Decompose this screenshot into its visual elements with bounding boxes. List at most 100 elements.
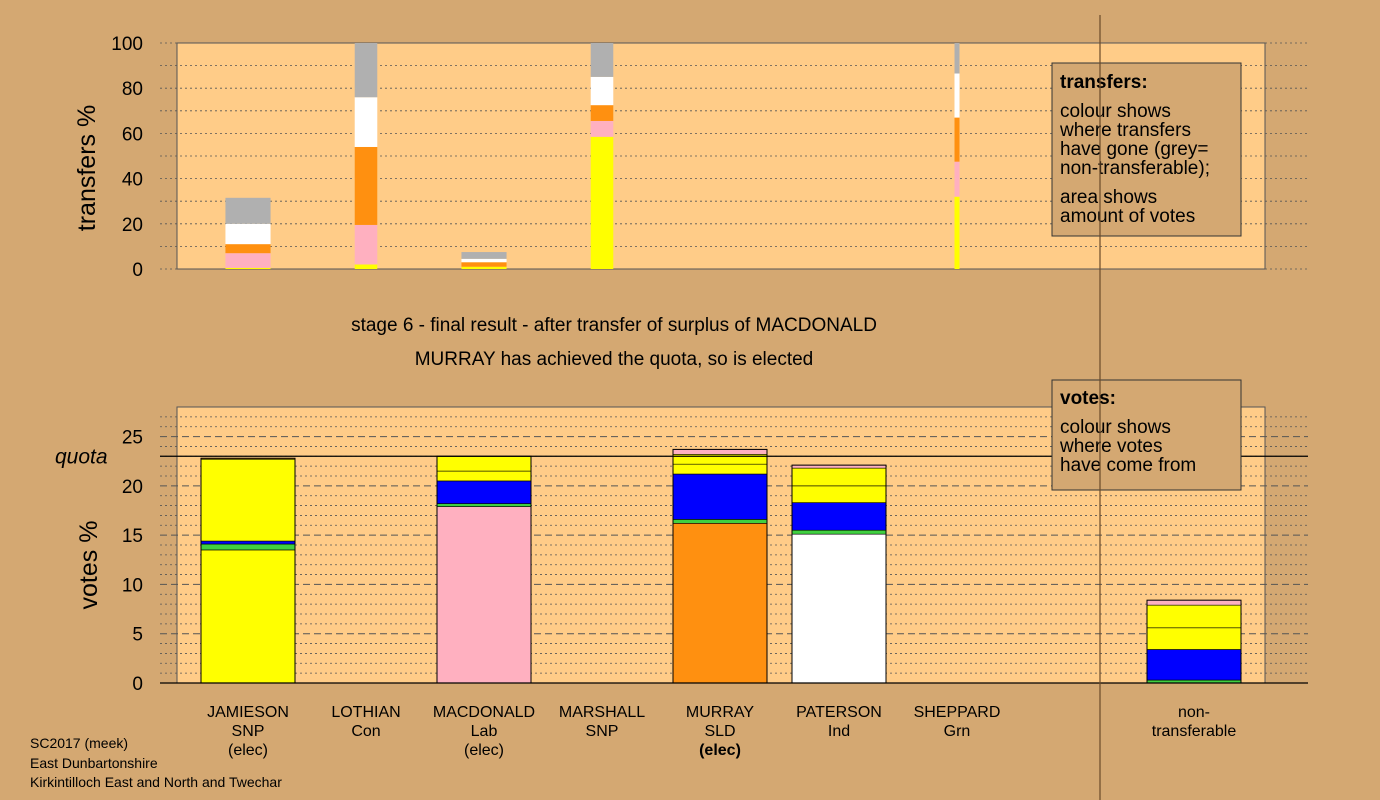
candidate-party: SLD	[704, 723, 735, 740]
stage-title: stage 6 - final result - after transfer …	[351, 315, 877, 336]
quota-label: quota	[55, 445, 108, 468]
candidate-name: LOTHIAN	[331, 704, 400, 721]
votes-legend: votes: colour shows where votes have com…	[1051, 379, 1242, 491]
stage-subtitle: MURRAY has achieved the quota, so is ele…	[415, 349, 814, 370]
transfer-segment	[461, 258, 507, 263]
transfer-segment	[954, 43, 960, 74]
vote-segment	[1146, 604, 1242, 629]
transfers-legend-line: area shows	[1060, 187, 1157, 208]
candidate-labels: JAMIESON SNP (elec) LOTHIAN Con MACDONAL…	[207, 704, 1236, 759]
vote-segment	[672, 519, 768, 524]
transfer-segment	[225, 267, 271, 269]
transfer-segment	[590, 43, 614, 77]
candidate-name: MACDONALD	[433, 704, 535, 721]
candidate-party: Con	[351, 723, 380, 740]
lower-y-tick: 15	[122, 526, 143, 547]
upper-y-tick: 40	[122, 170, 143, 191]
candidate-party: Ind	[828, 723, 850, 740]
votes-legend-line: colour shows	[1060, 417, 1171, 438]
upper-transfer-bars	[225, 43, 960, 269]
lower-y-tick: 25	[122, 428, 143, 449]
candidate-party: Lab	[471, 723, 498, 740]
vote-segment	[436, 503, 532, 507]
transfers-legend-line: non-transferable);	[1060, 158, 1210, 179]
vote-segment	[200, 543, 296, 551]
transfers-legend-line: amount of votes	[1060, 206, 1195, 227]
vote-segment	[791, 485, 887, 503]
transfer-segment	[590, 105, 614, 121]
transfer-segment	[354, 224, 378, 265]
candidate-status: (elec)	[228, 742, 268, 759]
transfer-segment	[225, 223, 271, 245]
transfer-segment	[225, 244, 271, 254]
candidate-party: SNP	[232, 723, 265, 740]
lower-y-tick: 20	[122, 477, 143, 498]
vote-segment	[1146, 627, 1242, 650]
footer-line: Kirkintilloch East and North and Twechar	[30, 774, 282, 790]
vote-segment	[791, 533, 887, 684]
transfer-segment	[461, 262, 507, 267]
transfers-legend-line: colour shows	[1060, 101, 1171, 122]
candidate-name: JAMIESON	[207, 704, 289, 721]
candidate-status: (elec)	[464, 742, 504, 759]
candidate-name: MURRAY	[686, 704, 754, 721]
upper-y-tick: 60	[122, 124, 143, 145]
vote-segment	[200, 540, 296, 545]
candidate-party: Grn	[944, 723, 971, 740]
vote-segment	[672, 449, 768, 455]
transfer-segment	[954, 196, 960, 269]
transfer-segment	[461, 252, 507, 259]
vote-segment	[672, 473, 768, 520]
transfer-segment	[354, 146, 378, 225]
vote-segment	[1146, 599, 1242, 606]
transfer-segment	[954, 117, 960, 162]
vote-segment	[791, 529, 887, 535]
transfers-legend-line: where transfers	[1059, 120, 1191, 141]
candidate-party: SNP	[586, 723, 619, 740]
votes-legend-title: votes:	[1060, 388, 1116, 409]
transfer-segment	[354, 97, 378, 147]
vote-segment	[436, 506, 532, 684]
transfer-segment	[590, 136, 614, 269]
vote-segment	[436, 480, 532, 504]
transfer-segment	[590, 76, 614, 106]
upper-y-tick-labels: 0 20 40 60 80 100	[111, 34, 143, 281]
upper-y-axis-label: transfers %	[73, 105, 101, 231]
lower-y-tick: 0	[132, 674, 143, 695]
candidate-name: MARSHALL	[559, 704, 645, 721]
vote-segment	[436, 470, 532, 482]
lower-y-tick: 10	[122, 575, 143, 596]
footer-line: SC2017 (meek)	[30, 735, 128, 751]
footer-line: East Dunbartonshire	[30, 755, 158, 771]
vote-segment	[1146, 649, 1242, 681]
lower-y-tick: 5	[132, 625, 143, 646]
transfer-segment	[954, 161, 960, 197]
transfer-segment	[354, 264, 378, 269]
transfers-legend: transfers: colour shows where transfers …	[1051, 62, 1242, 237]
vote-segment	[200, 458, 296, 542]
lower-vote-bars	[200, 448, 1242, 684]
transfer-segment	[590, 120, 614, 137]
vote-segment	[791, 502, 887, 531]
vote-segment	[791, 467, 887, 487]
transfers-legend-title: transfers:	[1060, 72, 1148, 93]
nontransferable-label: non-	[1178, 704, 1210, 721]
upper-y-tick: 80	[122, 79, 143, 100]
votes-legend-line: where votes	[1059, 436, 1162, 457]
transfer-segment	[225, 197, 271, 224]
candidate-name: SHEPPARD	[914, 704, 1001, 721]
lower-y-axis-label: votes %	[75, 521, 103, 610]
transfer-segment	[225, 253, 271, 268]
lower-y-tick-labels: 0 5 10 15 20 25	[122, 428, 143, 695]
vote-segment	[436, 455, 532, 472]
upper-y-tick: 100	[111, 34, 143, 55]
transfer-segment	[354, 43, 378, 98]
transfer-segment	[461, 266, 507, 269]
transfer-segment	[954, 73, 960, 118]
votes-legend-line: have come from	[1060, 455, 1196, 476]
candidate-name: PATERSON	[796, 704, 882, 721]
vote-segment	[672, 463, 768, 475]
upper-y-tick: 20	[122, 215, 143, 236]
vote-segment	[200, 549, 296, 684]
